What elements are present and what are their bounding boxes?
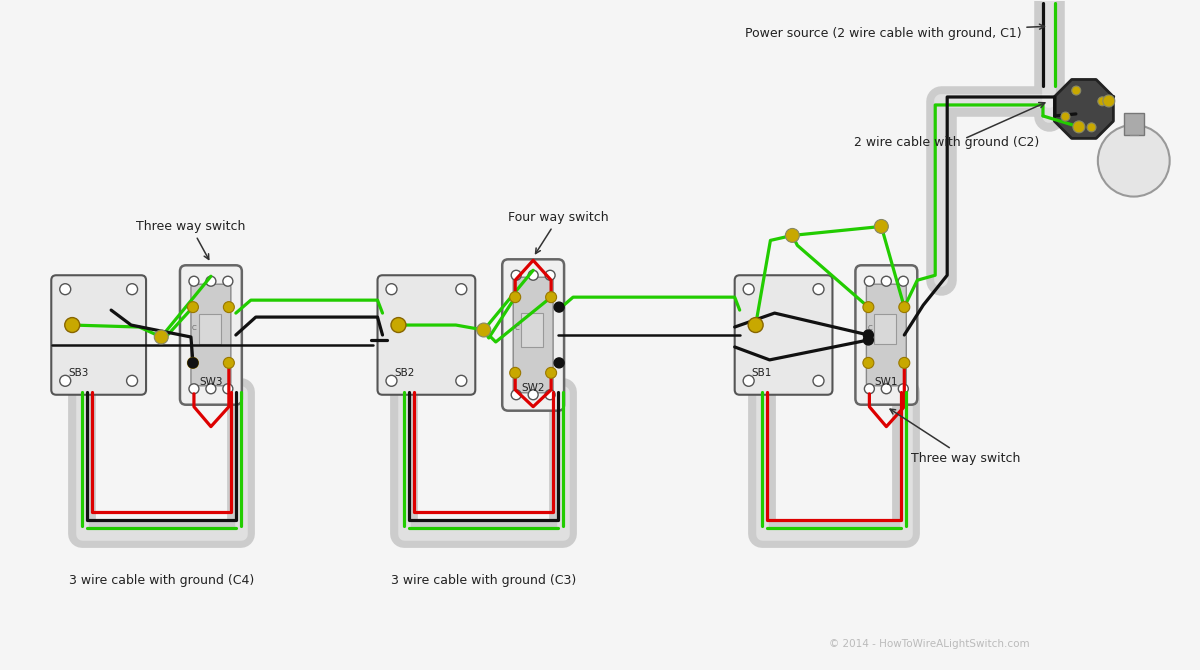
Text: Three way switch: Three way switch	[136, 220, 246, 259]
Text: SB3: SB3	[68, 368, 89, 378]
Text: Three way switch: Three way switch	[890, 409, 1021, 465]
Text: 3 wire cable with ground (C3): 3 wire cable with ground (C3)	[391, 574, 576, 588]
Polygon shape	[1055, 80, 1114, 139]
Bar	[875, 314, 896, 344]
Circle shape	[476, 323, 491, 337]
Circle shape	[126, 283, 138, 295]
Circle shape	[1061, 112, 1070, 121]
Circle shape	[748, 318, 763, 332]
Bar	[1123, 113, 1144, 135]
Circle shape	[864, 276, 875, 286]
Circle shape	[899, 302, 910, 313]
FancyBboxPatch shape	[378, 275, 475, 395]
Circle shape	[1087, 123, 1096, 132]
Circle shape	[188, 384, 199, 394]
Circle shape	[155, 330, 168, 344]
Text: SB2: SB2	[395, 368, 415, 378]
Circle shape	[511, 270, 521, 280]
Circle shape	[863, 302, 874, 313]
Circle shape	[899, 384, 908, 394]
Circle shape	[386, 283, 397, 295]
Bar	[199, 314, 221, 344]
FancyBboxPatch shape	[514, 277, 553, 393]
Circle shape	[554, 358, 564, 368]
Circle shape	[545, 390, 556, 400]
Circle shape	[864, 384, 875, 394]
Circle shape	[899, 276, 908, 286]
Circle shape	[456, 375, 467, 387]
Circle shape	[554, 302, 564, 312]
Circle shape	[206, 276, 216, 286]
Circle shape	[1103, 95, 1115, 107]
Circle shape	[510, 291, 521, 303]
Circle shape	[863, 330, 874, 340]
Text: C: C	[514, 325, 518, 331]
Circle shape	[391, 318, 406, 332]
Circle shape	[528, 270, 538, 280]
Text: SW2: SW2	[522, 383, 545, 393]
Circle shape	[126, 375, 138, 387]
Circle shape	[65, 318, 79, 332]
Text: Power source (2 wire cable with ground, C1): Power source (2 wire cable with ground, …	[745, 24, 1044, 40]
Bar	[521, 313, 544, 347]
FancyBboxPatch shape	[734, 275, 833, 395]
Circle shape	[785, 228, 799, 243]
Text: Four way switch: Four way switch	[509, 211, 608, 253]
Circle shape	[743, 283, 754, 295]
FancyBboxPatch shape	[180, 265, 242, 405]
FancyBboxPatch shape	[503, 259, 564, 411]
Circle shape	[1073, 121, 1085, 133]
Circle shape	[223, 357, 234, 368]
Circle shape	[223, 302, 234, 313]
Circle shape	[528, 390, 538, 400]
Text: C: C	[868, 325, 872, 331]
Text: © 2014 - HowToWireALightSwitch.com: © 2014 - HowToWireALightSwitch.com	[829, 639, 1030, 649]
Circle shape	[546, 291, 557, 303]
Circle shape	[188, 276, 199, 286]
Circle shape	[545, 270, 556, 280]
Circle shape	[863, 335, 874, 345]
Circle shape	[546, 367, 557, 379]
Circle shape	[814, 283, 824, 295]
Circle shape	[187, 357, 198, 368]
Circle shape	[899, 357, 910, 368]
FancyBboxPatch shape	[52, 275, 146, 395]
Text: SB1: SB1	[751, 368, 772, 378]
Circle shape	[60, 375, 71, 387]
Circle shape	[60, 283, 71, 295]
Circle shape	[1098, 97, 1106, 106]
Circle shape	[1098, 125, 1170, 196]
Text: 2 wire cable with ground (C2): 2 wire cable with ground (C2)	[854, 136, 1039, 149]
Circle shape	[223, 276, 233, 286]
Circle shape	[187, 302, 198, 313]
Circle shape	[881, 384, 892, 394]
Circle shape	[863, 357, 874, 368]
Circle shape	[223, 384, 233, 394]
Circle shape	[188, 358, 198, 368]
Circle shape	[386, 375, 397, 387]
Circle shape	[881, 276, 892, 286]
Circle shape	[511, 390, 521, 400]
Circle shape	[510, 367, 521, 379]
FancyBboxPatch shape	[866, 284, 906, 386]
Circle shape	[875, 220, 888, 233]
Circle shape	[206, 384, 216, 394]
FancyBboxPatch shape	[856, 265, 917, 405]
Text: SW3: SW3	[199, 377, 223, 387]
Circle shape	[1072, 86, 1081, 95]
Circle shape	[814, 375, 824, 387]
Circle shape	[743, 375, 754, 387]
Text: SW1: SW1	[875, 377, 898, 387]
Text: C: C	[192, 325, 197, 331]
Circle shape	[456, 283, 467, 295]
Text: 3 wire cable with ground (C4): 3 wire cable with ground (C4)	[68, 574, 254, 588]
FancyBboxPatch shape	[191, 284, 230, 386]
